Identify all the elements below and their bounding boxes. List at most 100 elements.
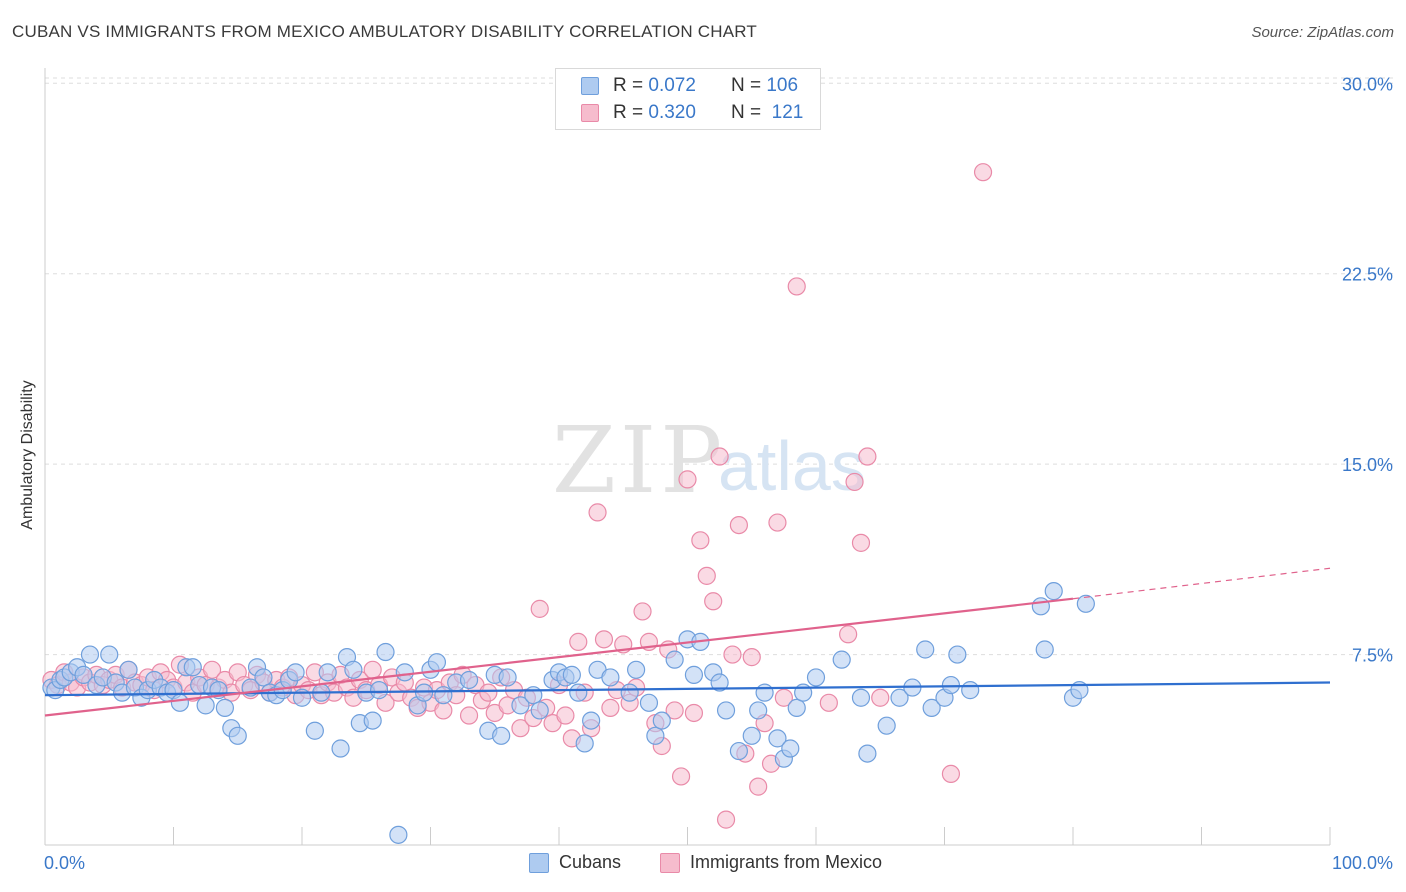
chart-title: CUBAN VS IMMIGRANTS FROM MEXICO AMBULATO… — [12, 22, 758, 41]
point-cubans — [652, 711, 671, 730]
point-cubans — [755, 683, 774, 702]
point-mexico — [787, 277, 806, 296]
trend-line-cubans — [44, 681, 1331, 697]
point-cubans — [414, 683, 434, 702]
point-mexico — [569, 632, 588, 651]
point-cubans — [395, 663, 414, 682]
point-cubans — [961, 681, 980, 700]
point-mexico — [716, 810, 736, 829]
point-cubans — [318, 663, 337, 682]
point-mexico — [530, 599, 549, 618]
point-cubans — [620, 683, 639, 702]
point-mexico — [697, 566, 716, 585]
bottom-legend-mexico: Immigrants from Mexico — [660, 852, 882, 873]
point-cubans — [749, 701, 768, 720]
point-cubans — [710, 673, 729, 692]
point-mexico — [671, 767, 691, 786]
y-tick-label: 30.0% — [1342, 74, 1393, 94]
x-tick-label-max: 100.0% — [1332, 853, 1393, 873]
watermark: ZIP atlas — [552, 407, 866, 514]
point-cubans — [80, 645, 100, 664]
point-mexico — [511, 719, 530, 738]
point-cubans — [1044, 582, 1063, 601]
point-mexico — [768, 513, 787, 532]
point-mexico — [774, 688, 793, 707]
point-mexico — [858, 447, 877, 466]
point-mexico — [729, 515, 749, 535]
point-cubans — [562, 665, 581, 684]
point-cubans — [684, 665, 704, 684]
point-mexico — [588, 503, 607, 522]
point-mexico — [633, 602, 652, 621]
bottom-legend-swatch-cubans — [529, 852, 549, 873]
legend-n-label: N = — [730, 102, 762, 123]
point-mexico — [363, 660, 382, 679]
point-mexico — [691, 531, 710, 550]
legend-swatch-cubans — [581, 77, 599, 95]
point-cubans — [858, 744, 877, 763]
point-mexico — [941, 764, 961, 784]
trend-line-mexico-extension — [1072, 567, 1331, 600]
legend-swatch-mexico — [581, 104, 599, 122]
point-cubans — [331, 739, 350, 758]
point-cubans — [286, 663, 305, 682]
point-cubans — [582, 711, 601, 730]
point-cubans — [768, 729, 787, 748]
point-cubans — [498, 668, 517, 687]
point-cubans — [646, 726, 665, 745]
grid-lines — [45, 77, 1393, 656]
x-tick-label-min: 0.0% — [44, 853, 85, 873]
point-cubans — [941, 675, 961, 695]
point-mexico — [839, 625, 858, 644]
point-cubans — [196, 696, 215, 715]
point-mexico — [851, 533, 871, 552]
point-cubans — [729, 741, 749, 761]
point-cubans — [1035, 640, 1054, 659]
point-cubans — [254, 668, 273, 687]
point-cubans — [119, 660, 138, 679]
trend-line-mexico — [44, 597, 1074, 717]
point-mexico — [819, 693, 838, 712]
point-cubans — [781, 739, 800, 758]
bottom-legend-cubans: Cubans — [529, 852, 621, 873]
point-cubans — [948, 645, 967, 664]
point-cubans — [363, 711, 382, 730]
y-tick-label: 22.5% — [1342, 265, 1393, 285]
source-label: Source: ZipAtlas.com — [1251, 24, 1394, 41]
point-mexico — [459, 706, 479, 725]
point-mexico — [845, 472, 864, 492]
legend-r-value-mexico: 0.320 — [648, 102, 696, 123]
point-mexico — [973, 163, 993, 182]
trend-lines — [44, 567, 1331, 717]
y-tick-label: 7.5% — [1352, 646, 1393, 666]
point-cubans — [511, 696, 530, 715]
point-cubans — [787, 698, 806, 717]
point-mexico — [678, 470, 697, 489]
point-cubans — [492, 726, 511, 745]
point-mexico — [202, 660, 222, 679]
point-mexico — [704, 592, 723, 611]
legend-row-mexico: R = 0.320 N = 121 — [581, 101, 803, 125]
legend-n-value-mexico: 121 — [771, 102, 804, 123]
point-cubans — [890, 688, 909, 707]
bottom-legend-swatch-mexico — [660, 852, 680, 873]
point-cubans — [851, 688, 871, 707]
bottom-legend-label-mexico: Immigrants from Mexico — [690, 852, 883, 872]
point-cubans — [305, 721, 324, 740]
point-cubans — [74, 665, 93, 684]
point-mexico — [601, 698, 620, 717]
stats-legend: R = 0.072 N = 106 R = 0.320 N = 121 — [555, 68, 821, 130]
point-mexico — [594, 630, 614, 649]
point-mexico — [479, 683, 498, 702]
point-cubans — [569, 683, 588, 702]
point-cubans — [639, 693, 659, 712]
point-cubans — [626, 660, 646, 679]
point-cubans — [530, 701, 549, 720]
point-mexico — [684, 703, 704, 723]
legend-n-label: N = — [730, 75, 762, 96]
point-cubans — [228, 726, 247, 745]
point-cubans — [1076, 594, 1095, 613]
point-mexico — [556, 706, 575, 725]
point-mexico — [723, 645, 742, 664]
